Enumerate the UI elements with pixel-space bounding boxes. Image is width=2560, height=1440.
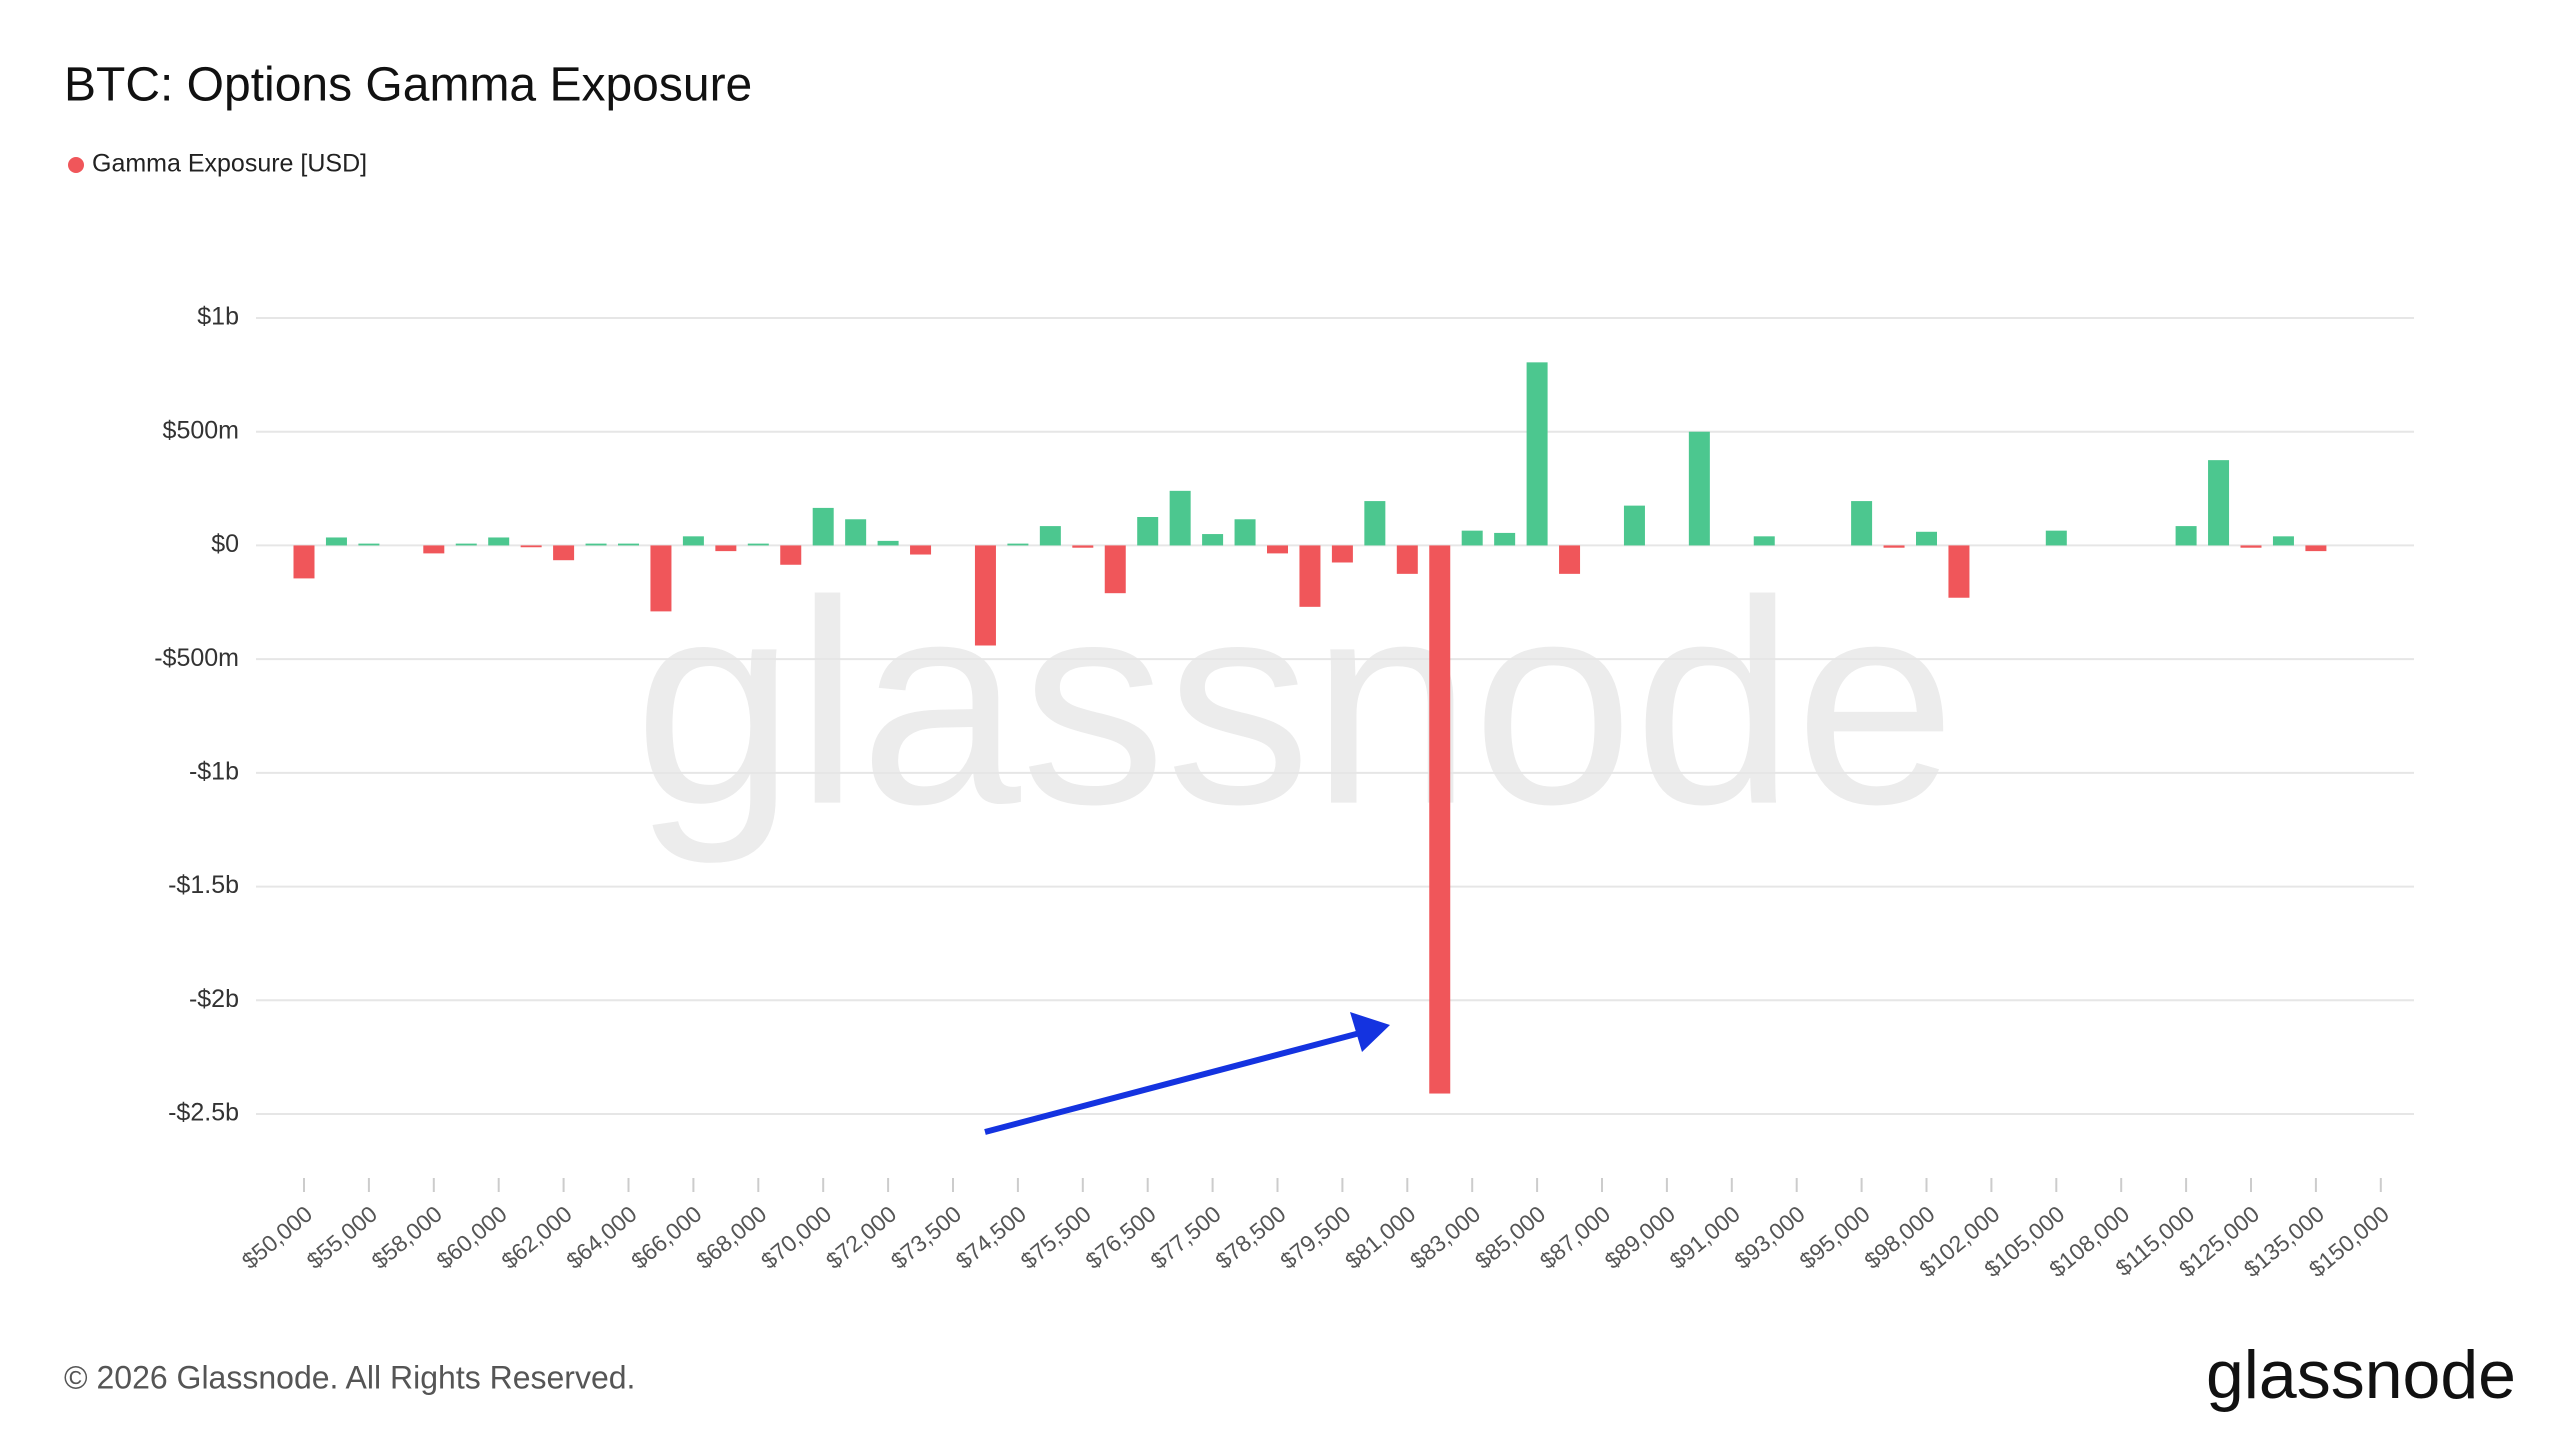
x-tick-label: $95,000 [1794, 1201, 1874, 1274]
bar [1753, 536, 1775, 546]
bar [1916, 531, 1937, 546]
bar [812, 507, 834, 546]
bar [1688, 431, 1710, 546]
x-tick-label: $68,000 [691, 1201, 771, 1274]
bar [910, 545, 932, 555]
x-tick-label: $72,000 [821, 1201, 901, 1274]
y-tick-label: -$1.5b [168, 871, 239, 899]
bar [585, 543, 607, 546]
y-tick-label: -$500m [154, 644, 239, 672]
bar [1526, 362, 1548, 546]
y-tick-label: -$1b [189, 757, 239, 785]
bar [1104, 545, 1126, 594]
bar [1364, 501, 1386, 546]
bar [715, 545, 737, 552]
x-tick-label: $76,500 [1080, 1201, 1160, 1274]
x-tick-label: $87,000 [1535, 1201, 1615, 1274]
arrow-shaft [984, 1030, 1361, 1135]
bar [877, 540, 899, 546]
x-tick-label: $58,000 [367, 1201, 447, 1274]
x-tick-label: $79,500 [1275, 1201, 1355, 1274]
bar [1072, 545, 1094, 548]
bar [1169, 490, 1191, 546]
x-tick-label: $85,000 [1470, 1201, 1550, 1274]
bar [1883, 545, 1905, 548]
bar [293, 545, 315, 579]
bar [2305, 545, 2327, 552]
bar [455, 543, 477, 546]
y-tick-label: -$2.5b [168, 1099, 239, 1127]
bar [2045, 530, 2067, 546]
bar [2208, 460, 2230, 546]
bar [1331, 545, 1353, 563]
bar [1623, 505, 1645, 546]
bar [1039, 526, 1061, 546]
x-tick-label: $75,500 [1016, 1201, 1096, 1274]
bar [1948, 545, 1970, 598]
bar [845, 519, 867, 546]
y-tick-label: $500m [163, 416, 239, 444]
bar [1429, 545, 1451, 1094]
logo: glassnode [2206, 1337, 2516, 1413]
bar [358, 543, 380, 546]
x-tick-label: $62,000 [496, 1201, 576, 1274]
arrow-head [1350, 1012, 1390, 1052]
x-tick-label: $81,000 [1340, 1201, 1420, 1274]
bar [1202, 534, 1224, 546]
bar [747, 543, 769, 546]
x-tick-label: $89,000 [1600, 1201, 1680, 1274]
footer: © 2026 Glassnode. All Rights Reserved. [64, 1359, 635, 1395]
bar [325, 537, 347, 546]
bar [1559, 545, 1581, 574]
bar [1461, 530, 1483, 546]
bar [2175, 526, 2197, 546]
bar [2272, 536, 2294, 546]
annotation-arrow [984, 1012, 1390, 1135]
bar [520, 545, 542, 548]
x-tick-label: $64,000 [561, 1201, 641, 1274]
bar [682, 536, 704, 546]
y-tick-label: $0 [211, 530, 239, 558]
x-tick-label: $77,500 [1145, 1201, 1225, 1274]
chart-title: BTC: Options Gamma Exposure [64, 59, 752, 112]
bar [1299, 545, 1321, 607]
bar [1494, 532, 1516, 546]
bar [618, 543, 639, 546]
x-tick-label: $55,000 [302, 1201, 382, 1274]
bar [1851, 501, 1873, 546]
y-tick-label: -$2b [189, 985, 239, 1013]
x-tick-label: $93,000 [1729, 1201, 1809, 1274]
bar [1234, 519, 1256, 546]
bar [423, 545, 445, 554]
x-tick-label: $60,000 [431, 1201, 511, 1274]
x-tick-label: $50,000 [237, 1201, 317, 1274]
x-tick-label: $70,000 [756, 1201, 836, 1274]
x-tick-label: $91,000 [1665, 1201, 1745, 1274]
bar [780, 545, 802, 565]
bar [650, 545, 672, 612]
bar [2240, 545, 2262, 548]
x-tick-label: $78,500 [1210, 1201, 1290, 1274]
bar [974, 545, 996, 646]
x-tick-label: $83,000 [1405, 1201, 1485, 1274]
bar [553, 545, 575, 561]
x-tick-label: $74,500 [951, 1201, 1031, 1274]
y-tick-label: $1b [197, 303, 239, 331]
legend-marker [68, 157, 84, 173]
bar [1007, 543, 1029, 546]
watermark: glassnode [634, 541, 1956, 866]
bar [1267, 545, 1288, 554]
x-tick-label: $73,500 [886, 1201, 966, 1274]
bar [1396, 545, 1418, 574]
x-tick-label: $66,000 [626, 1201, 706, 1274]
bar [1137, 517, 1159, 546]
legend-label: Gamma Exposure [USD] [92, 150, 367, 178]
bar [488, 537, 510, 546]
